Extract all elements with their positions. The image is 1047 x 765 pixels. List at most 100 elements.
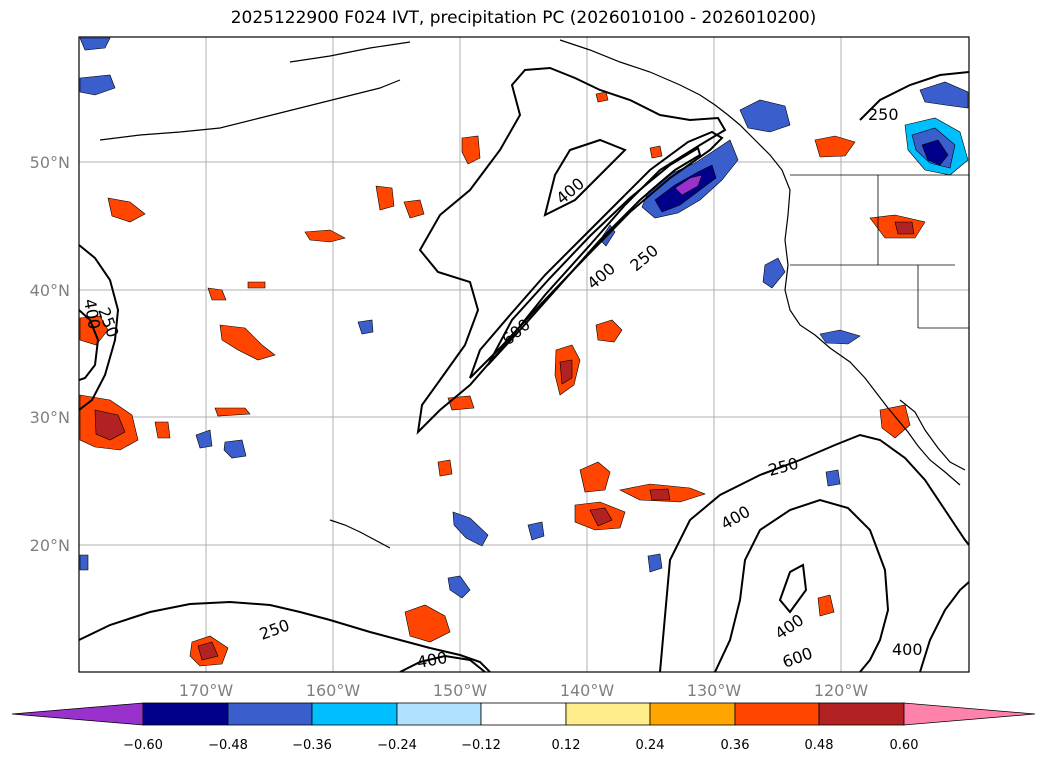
- longitude-labels: 170°W 160°W 150°W 140°W 130°W 120°W: [179, 681, 869, 700]
- precip-area-neg: [447, 575, 471, 599]
- colorbar-tick-label: −0.48: [208, 738, 248, 753]
- colorbar-segment: [649, 702, 736, 726]
- precip-area-pos: [94, 409, 126, 441]
- contour-400-east: [919, 581, 969, 672]
- precip-area-neg: [919, 81, 969, 109]
- lon-label: 140°W: [560, 681, 615, 700]
- colorbar-tick-label: −0.24: [377, 738, 417, 753]
- contour-400-upper: [543, 138, 627, 217]
- contour-250-southeast: [659, 433, 969, 672]
- contour-600-southeast: [778, 563, 808, 614]
- precip-area-neg: [921, 139, 949, 166]
- borders: [790, 174, 969, 329]
- precip-area-neg: [819, 329, 861, 345]
- precip-area-pos: [814, 135, 856, 158]
- precip-area-neg: [674, 174, 703, 196]
- colorbar-segment: [565, 702, 651, 726]
- coastline-hawaii: [329, 519, 391, 549]
- precip-area-neg: [647, 553, 663, 573]
- lat-label: 50°N: [30, 153, 70, 172]
- precip-area-neg: [739, 99, 791, 133]
- contour-400-west: [79, 309, 100, 381]
- precip-area-pos: [247, 281, 266, 289]
- precip-area-pos: [219, 324, 276, 361]
- positive-precip-areas: [79, 91, 926, 667]
- precip-area-pos: [207, 287, 227, 301]
- lon-label: 160°W: [306, 681, 361, 700]
- precip-area-pos: [579, 461, 611, 493]
- contour-600-main: [487, 146, 702, 366]
- colorbar-tick-label: 0.24: [636, 738, 665, 753]
- lon-label: 130°W: [687, 681, 742, 700]
- colorbar-tick-label: 0.48: [805, 738, 834, 753]
- contour-400-south: [399, 654, 486, 672]
- map-area: [79, 37, 969, 672]
- colorbar-tick-label: 0.60: [890, 738, 919, 753]
- coastline-baja: [899, 399, 966, 471]
- colorbar-segment: [818, 702, 905, 726]
- lat-label: 40°N: [30, 281, 70, 300]
- precip-area-pos: [817, 594, 835, 617]
- contour-label: 250: [868, 105, 899, 124]
- precip-area-pos: [595, 319, 623, 343]
- precip-area-pos: [403, 199, 425, 219]
- colorbar-tick-label: 0.36: [721, 738, 750, 753]
- colorbar-extend-low: [11, 702, 144, 726]
- colorbar-tick-label: −0.12: [461, 738, 501, 753]
- precip-area-pos: [595, 91, 609, 103]
- contour-250-northeast: [859, 71, 969, 121]
- negative-precip-areas: [79, 37, 969, 599]
- precip-area-pos: [404, 604, 451, 643]
- colorbar-tick-label: −0.60: [123, 738, 163, 753]
- coastline-alaska: [99, 79, 401, 141]
- coastline-alaska: [289, 41, 411, 63]
- precip-area-pos: [559, 359, 573, 385]
- coastlines: [99, 39, 966, 549]
- contour-250-west: [79, 244, 120, 411]
- precip-area-pos: [589, 507, 613, 527]
- contour-250-south: [79, 600, 491, 672]
- lat-label: 30°N: [30, 408, 70, 427]
- colorbar-ticks: −0.60 −0.48 −0.36 −0.24 −0.12 0.12 0.24 …: [123, 738, 918, 753]
- precip-area-pos: [649, 488, 671, 501]
- colorbar-segment: [480, 702, 567, 726]
- precip-area-neg: [825, 469, 841, 487]
- precip-area-neg: [79, 74, 116, 96]
- precip-area-neg: [79, 37, 111, 51]
- precip-area-pos: [107, 197, 146, 223]
- gridlines: [79, 37, 969, 672]
- precip-area-neg: [223, 439, 247, 459]
- map-frame: [78, 36, 970, 673]
- precip-area-pos: [461, 135, 481, 165]
- precip-area-neg: [452, 511, 489, 547]
- coastline-north-america: [559, 39, 961, 486]
- precip-area-neg: [79, 554, 89, 571]
- precip-area-pos: [649, 145, 663, 159]
- precip-area-pos: [437, 459, 453, 477]
- colorbar-tick-label: −0.36: [292, 738, 332, 753]
- precip-area-pos: [447, 395, 475, 411]
- lon-label: 150°W: [433, 681, 488, 700]
- latitude-labels: 50°N 40°N 30°N 20°N: [30, 153, 70, 555]
- precip-area-pos: [154, 421, 171, 439]
- precip-area-neg: [762, 257, 786, 289]
- colorbar-segment: [227, 702, 313, 726]
- contour-250-main: [416, 66, 727, 435]
- lon-label: 170°W: [179, 681, 234, 700]
- lat-label: 20°N: [30, 536, 70, 555]
- colorbar: [11, 702, 1036, 726]
- precip-area-pos: [894, 221, 915, 235]
- map-title: 2025122900 F024 IVT, precipitation PC (2…: [230, 8, 817, 28]
- precip-area-pos: [375, 185, 395, 211]
- colorbar-segment: [734, 702, 820, 726]
- precip-area-pos: [214, 407, 251, 417]
- ivt-contours: [79, 66, 969, 672]
- lon-label: 120°W: [814, 681, 869, 700]
- colorbar-segment: [311, 702, 398, 726]
- colorbar-segment: [396, 702, 482, 726]
- colorbar-segment: [142, 702, 229, 726]
- precip-area-pos: [197, 641, 219, 661]
- precip-area-neg: [527, 521, 545, 541]
- precip-area-pos: [304, 229, 346, 243]
